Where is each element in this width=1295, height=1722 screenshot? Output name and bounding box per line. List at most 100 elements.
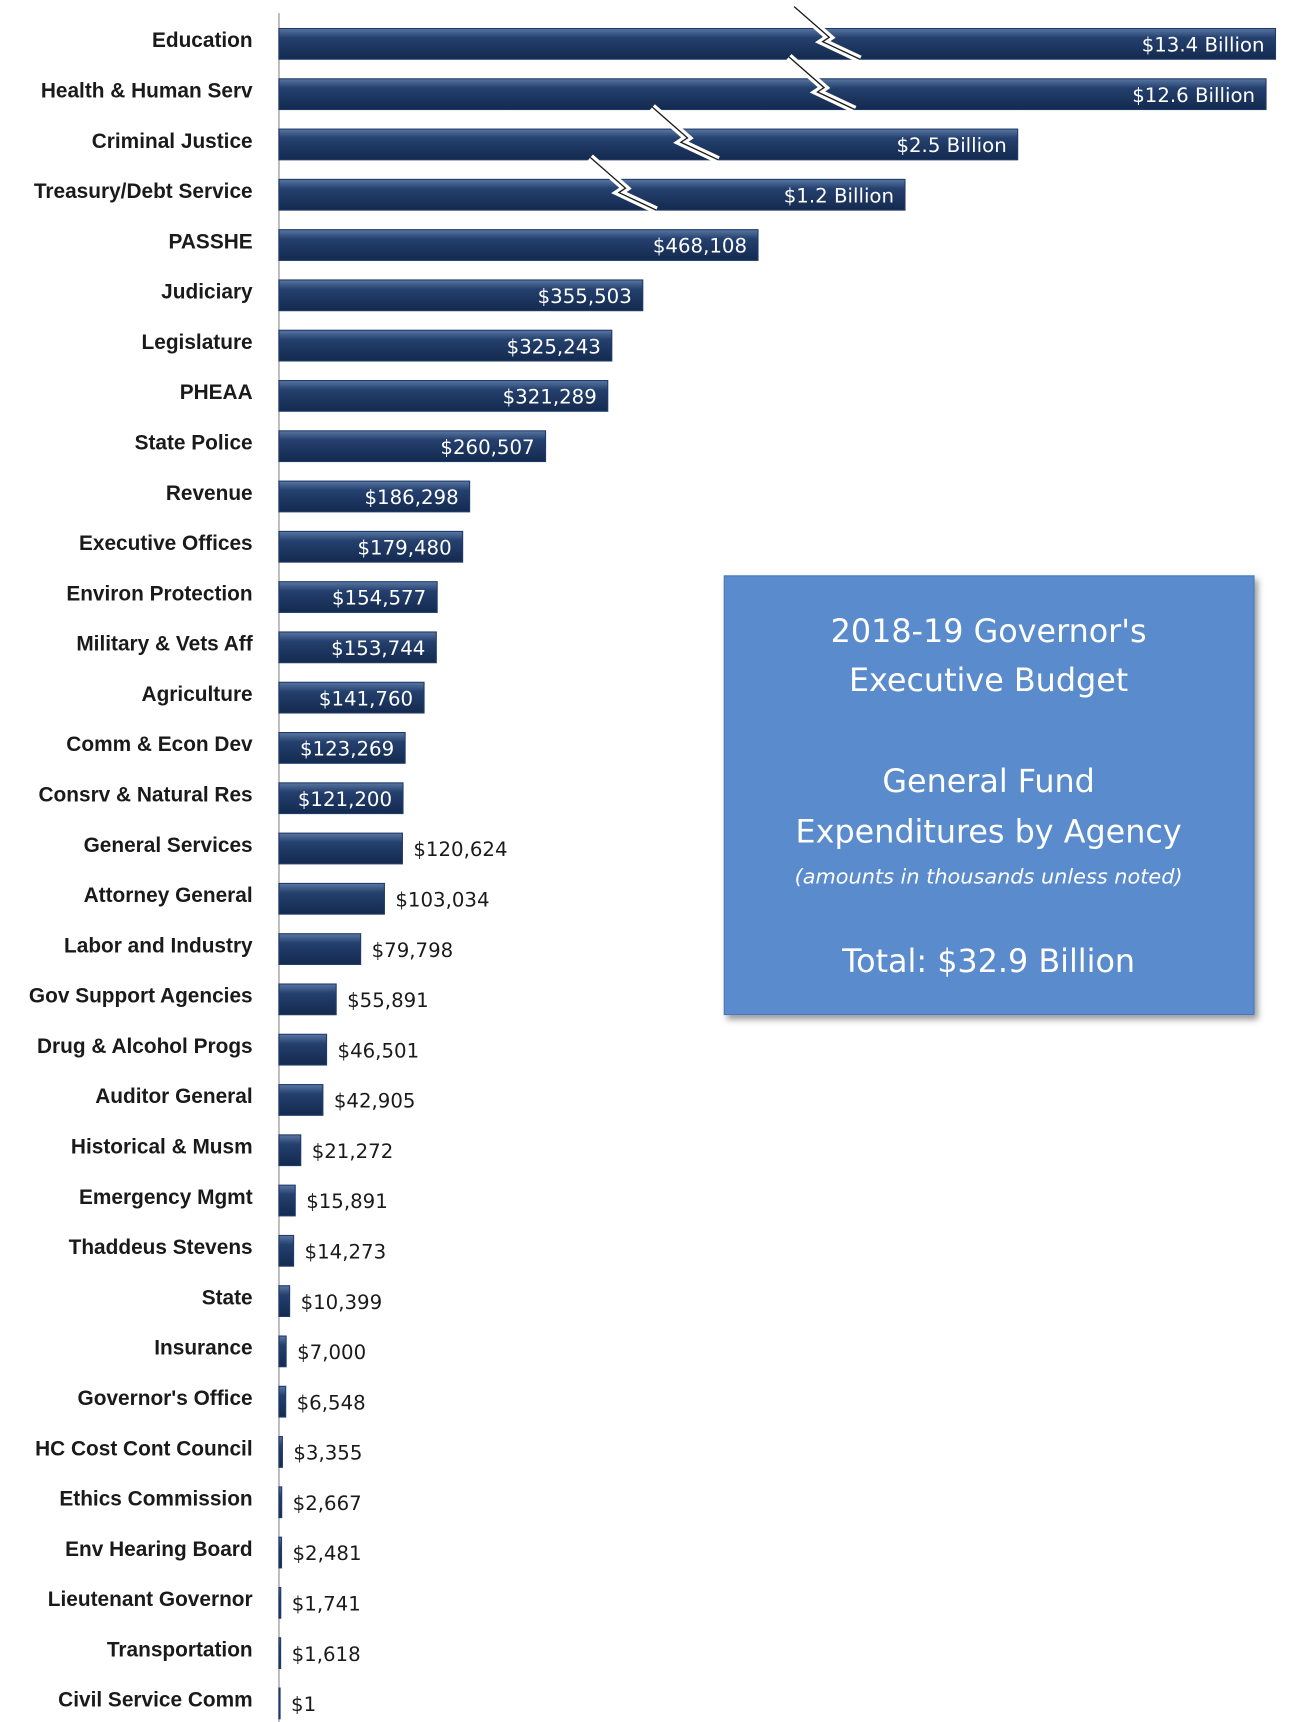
bar xyxy=(278,1536,283,1569)
category-label: Health & Human Serv xyxy=(41,79,253,102)
value-label: $1.2 Billion xyxy=(784,184,894,207)
category-label: Education xyxy=(152,29,253,52)
bar xyxy=(278,1687,281,1720)
info-box: 2018-19 Governor's Executive Budget Gene… xyxy=(723,575,1255,1016)
category-label: Legislature xyxy=(142,331,253,354)
category-label: Transportation xyxy=(107,1638,253,1661)
box-line: General Fund xyxy=(882,763,1094,800)
value-label: $123,269 xyxy=(300,738,394,761)
bar xyxy=(278,430,547,463)
bar xyxy=(278,1134,302,1167)
value-label: $154,577 xyxy=(332,587,426,610)
bar xyxy=(278,933,362,965)
category-label: Agriculture xyxy=(142,683,253,706)
bar xyxy=(278,1385,287,1418)
box-line: Expenditures by Agency xyxy=(796,814,1182,851)
value-label: $103,034 xyxy=(395,888,489,911)
value-label: $260,507 xyxy=(440,436,534,459)
bar xyxy=(278,1586,282,1619)
value-label: $120,624 xyxy=(413,838,507,861)
category-label: Executive Offices xyxy=(79,532,253,555)
bar xyxy=(278,1637,282,1670)
value-label: $14,273 xyxy=(305,1241,387,1264)
bar xyxy=(278,1335,287,1368)
value-label: $10,399 xyxy=(301,1291,383,1314)
bar xyxy=(278,681,425,714)
category-label: Drug & Alcohol Progs xyxy=(37,1035,253,1058)
category-label: Emergency Mgmt xyxy=(79,1186,253,1209)
category-label: State Police xyxy=(135,431,253,454)
value-label: $46,501 xyxy=(338,1039,420,1062)
box-line: 2018-19 Governor's xyxy=(831,613,1147,650)
bar xyxy=(278,329,613,362)
value-label: $3,355 xyxy=(293,1442,362,1465)
value-label: $325,243 xyxy=(507,335,601,358)
value-label: $79,798 xyxy=(372,939,454,962)
bar xyxy=(278,1033,328,1066)
category-label: Civil Service Comm xyxy=(58,1689,252,1712)
value-label: $6,548 xyxy=(297,1391,366,1414)
category-label: Labor and Industry xyxy=(64,934,253,957)
axis-break-edge xyxy=(589,156,657,211)
bar xyxy=(278,1184,296,1217)
category-label: Judiciary xyxy=(161,281,253,304)
box-line: Executive Budget xyxy=(849,662,1128,699)
bar xyxy=(278,78,1267,111)
category-label: HC Cost Cont Council xyxy=(35,1437,253,1460)
category-label: PHEAA xyxy=(180,381,253,404)
category-label: Military & Vets Aff xyxy=(76,633,252,656)
value-label: $1,741 xyxy=(292,1593,361,1616)
value-label: $21,272 xyxy=(312,1140,394,1163)
value-label: $121,200 xyxy=(298,788,392,811)
bar xyxy=(278,581,438,613)
value-label: $12.6 Billion xyxy=(1132,84,1255,107)
bar xyxy=(278,178,906,211)
category-label: Thaddeus Stevens xyxy=(69,1236,253,1259)
category-label: Historical & Musm xyxy=(71,1136,253,1159)
category-label: Attorney General xyxy=(84,884,253,907)
value-label: $186,298 xyxy=(364,486,458,509)
category-label: Auditor General xyxy=(95,1085,252,1108)
bar xyxy=(278,530,464,563)
category-label: Environ Protection xyxy=(66,582,252,605)
value-label: $1,618 xyxy=(292,1643,361,1666)
category-label: Consrv & Natural Res xyxy=(39,784,253,807)
value-label: $2.5 Billion xyxy=(896,134,1006,157)
bar xyxy=(278,229,759,261)
category-label: Criminal Justice xyxy=(92,130,253,153)
bar xyxy=(278,732,406,764)
value-label: $15,891 xyxy=(306,1190,388,1213)
value-label: $468,108 xyxy=(653,235,747,258)
category-label: Insurance xyxy=(154,1337,252,1360)
axis-break-edge xyxy=(651,106,719,161)
box-note: (amounts in thousands unless noted) xyxy=(795,864,1183,888)
category-label: Revenue xyxy=(166,482,253,505)
bar xyxy=(278,480,471,513)
category-label: Governor's Office xyxy=(78,1387,253,1410)
bar xyxy=(278,1084,324,1116)
value-label: $1 xyxy=(291,1693,316,1716)
bar xyxy=(278,832,403,865)
bar xyxy=(278,882,385,915)
axis-break-edge xyxy=(793,6,861,60)
value-label: $7,000 xyxy=(297,1341,366,1364)
bar xyxy=(278,379,609,412)
category-label: State xyxy=(202,1286,253,1309)
box-total: Total: $32.9 Billion xyxy=(841,943,1135,980)
bar xyxy=(278,128,1019,161)
bar xyxy=(278,1234,295,1267)
value-label: $13.4 Billion xyxy=(1142,34,1265,57)
bar xyxy=(278,983,337,1016)
bar xyxy=(278,631,437,664)
category-label: Ethics Commission xyxy=(59,1488,252,1511)
value-label: $55,891 xyxy=(347,989,429,1012)
bar xyxy=(278,782,404,815)
value-label: $355,503 xyxy=(538,285,632,308)
bar xyxy=(278,1285,291,1318)
value-label: $141,760 xyxy=(319,687,413,710)
category-label: PASSHE xyxy=(169,230,253,253)
value-label: $42,905 xyxy=(334,1090,416,1113)
value-label: $2,481 xyxy=(292,1542,361,1565)
bar xyxy=(278,279,644,312)
